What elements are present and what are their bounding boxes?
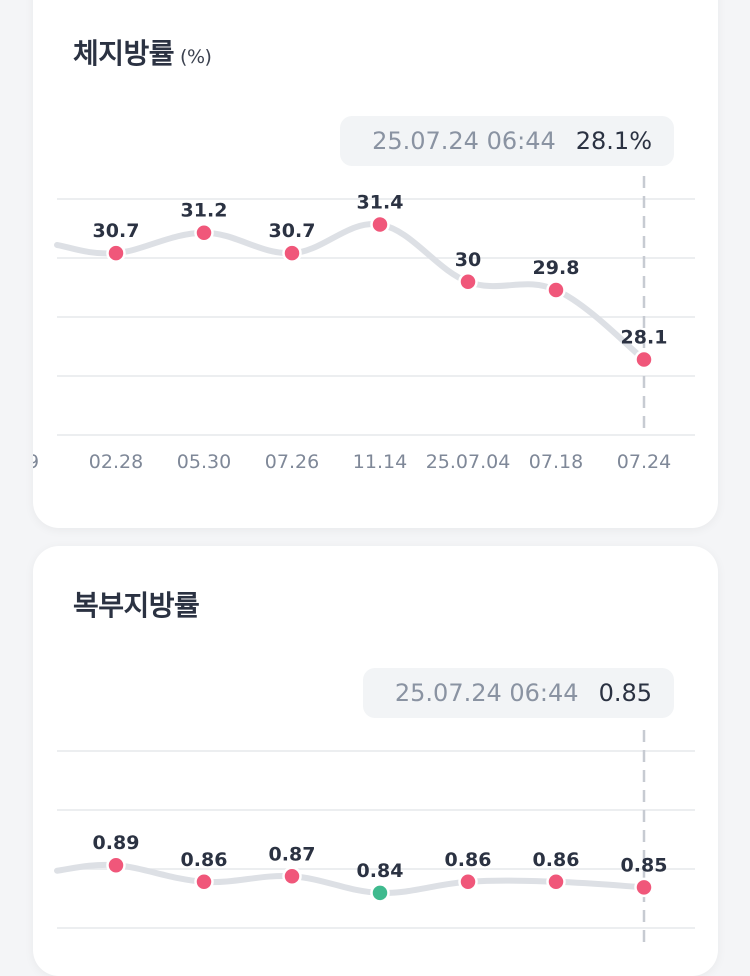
body-fat-point[interactable] [370,214,390,235]
abdominal-fat-point[interactable] [546,872,566,892]
body-fat-tooltip: 25.07.24 06:44 28.1% [340,116,674,166]
abdominal-fat-value-label: 0.89 [93,832,140,854]
abdominal-fat-point[interactable] [106,855,126,875]
body-fat-point[interactable] [282,243,302,263]
body-fat-value-label: 30.7 [269,220,316,242]
body-fat-unit: (%) [180,46,212,68]
body-fat-tick-label: 07.24 [617,451,671,473]
abdominal-fat-tooltip: 25.07.24 06:44 0.85 [362,668,674,718]
body-fat-value-label: 31.4 [357,192,404,214]
body-fat-point[interactable] [546,280,566,300]
body-fat-tick-label: 25.07.04 [426,451,511,473]
body-fat-value-label: 29.8 [533,257,580,279]
abdominal-fat-tooltip-date: 25.07.24 06:44 [394,679,579,707]
body-fat-value-label: 30 [455,249,481,271]
body-fat-title-text: 체지방률 [73,37,175,70]
abdominal-fat-point[interactable] [458,872,478,892]
abdominal-fat-value-label: 0.86 [445,849,492,871]
abdominal-fat-card: 복부지방률 25.07.24 06:44 0.85 0.89 0.86 0.87 0.… [33,546,718,976]
body-fat-chart[interactable]: 30.7 31.2 30.7 31.4 30 29.8 28.1 9 02.28 05.30 07.… [33,160,718,473]
abdominal-fat-value-label: 0.84 [357,860,404,882]
abdominal-fat-value-label: 0.86 [181,849,228,871]
body-fat-point[interactable] [458,272,478,292]
body-fat-point[interactable] [106,243,126,263]
abdominal-fat-chart[interactable]: 0.89 0.86 0.87 0.84 0.86 0.86 0.85 [33,730,718,976]
body-fat-point[interactable] [194,222,214,243]
body-fat-tick-label: 02.28 [89,451,143,473]
body-fat-tick-label: 9 [33,451,39,473]
body-fat-tooltip-value: 28.1% [575,127,652,155]
abdominal-fat-value-label: 0.87 [269,843,316,865]
body-fat-tick-label: 07.18 [529,451,583,473]
body-fat-tooltip-date: 25.07.24 06:44 [372,127,556,155]
body-fat-value-label: 31.2 [181,200,228,222]
abdominal-fat-title-text: 복부지방률 [73,589,200,622]
body-fat-tick-label: 11.14 [353,451,407,473]
abdominal-fat-point[interactable] [282,866,302,887]
body-fat-value-label: 28.1 [621,327,668,349]
abdominal-fat-value-label: 0.85 [621,854,668,876]
body-fat-tick-label: 05.30 [177,451,231,473]
body-fat-point[interactable] [634,349,654,370]
abdominal-fat-point[interactable] [634,877,654,898]
abdominal-fat-value-label: 0.86 [533,849,580,871]
abdominal-fat-point[interactable] [370,883,390,903]
body-fat-tick-label: 07.26 [265,451,319,473]
abdominal-fat-point[interactable] [194,872,214,892]
body-fat-card: 체지방률 (%) 25.07.24 06:44 28.1% 30.7 31.2 30.… [33,0,718,528]
body-fat-title: 체지방률 (%) [73,32,212,72]
abdominal-fat-tooltip-value: 0.85 [598,679,652,707]
abdominal-fat-title: 복부지방률 [73,584,200,624]
body-fat-value-label: 30.7 [93,220,140,242]
